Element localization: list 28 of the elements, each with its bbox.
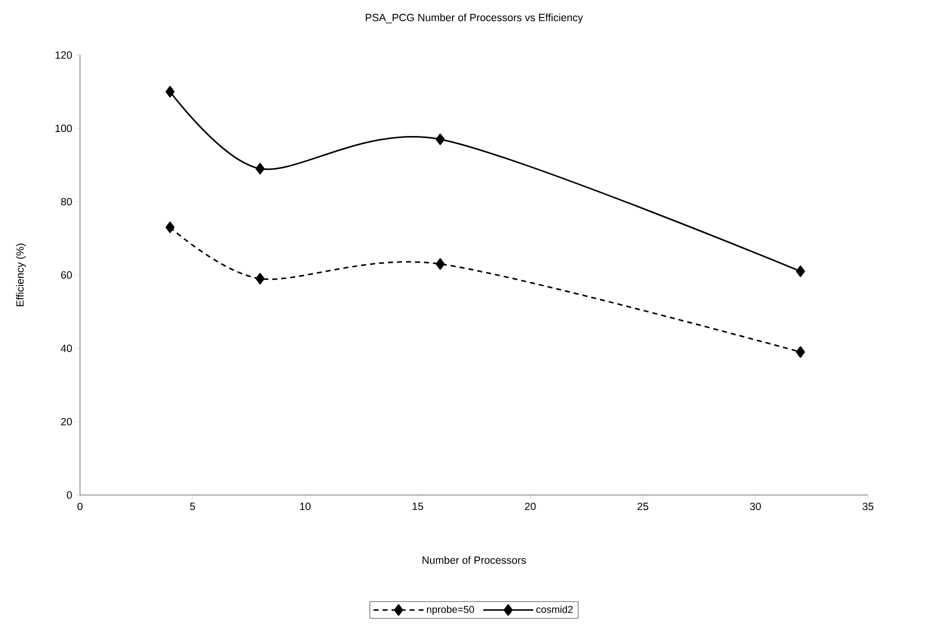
y-tick-label: 60: [61, 271, 72, 279]
x-tick-label: 35: [862, 502, 874, 510]
point: [796, 346, 805, 358]
x-tick-label: 5: [190, 502, 196, 510]
y-tick-label: 40: [60, 344, 72, 352]
y-tick-label: 120: [56, 51, 72, 59]
x-tick-label: 25: [638, 502, 648, 510]
point: [166, 86, 175, 98]
y-axis-title: Efficiency (%): [16, 244, 26, 306]
point: [166, 222, 175, 234]
legend-label: nprobe=50: [427, 606, 474, 615]
x-tick-label: 0: [77, 502, 82, 510]
x-axis-title: Number of Processors: [422, 556, 526, 564]
point: [796, 266, 805, 278]
x-tick-label: 20: [524, 502, 536, 510]
chart-title: PSA_PCG Number of Processors vs Efficiency: [366, 14, 584, 24]
y-tick-label: 100: [56, 124, 72, 132]
point: [256, 272, 265, 284]
y-tick-label: 0: [66, 491, 72, 499]
x-tick-label: 30: [750, 502, 761, 510]
point: [256, 162, 265, 174]
y-tick-label: 20: [61, 418, 72, 426]
x-tick-label: 15: [412, 502, 424, 510]
legend-label: cosmid2: [536, 606, 573, 613]
x-tick-label: 10: [300, 502, 311, 510]
y-tick-label: 80: [61, 198, 72, 206]
point: [436, 258, 445, 270]
point: [436, 134, 445, 146]
